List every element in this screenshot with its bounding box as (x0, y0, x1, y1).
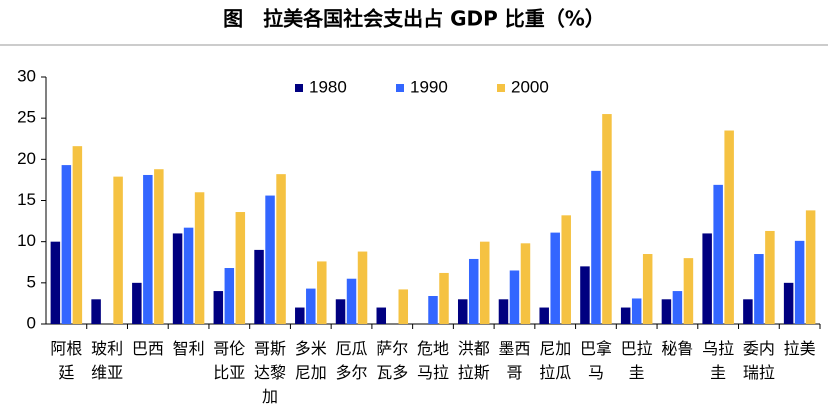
x-tick-label: 智利 (173, 339, 205, 358)
bar (457, 299, 468, 324)
bar (724, 130, 734, 324)
y-tick-label: 0 (27, 313, 36, 332)
x-tick-label: 厄瓜多尔 (336, 339, 368, 382)
x-tick-label: 巴西 (132, 339, 164, 358)
x-tick-label: 乌拉圭 (702, 339, 734, 382)
x-tick-label: 尼加拉瓜 (539, 339, 571, 382)
bar (72, 146, 83, 324)
bar (235, 212, 246, 324)
bar (183, 227, 194, 324)
bar (346, 278, 357, 324)
x-tick-label: 阿根廷 (50, 339, 82, 382)
legend-swatch (497, 84, 505, 92)
bar (194, 192, 205, 324)
chart-title: 图 拉美各国社会支出占 GDP 比重（%） (223, 7, 605, 31)
bar (702, 233, 712, 324)
bar (683, 258, 694, 324)
y-tick-label: 5 (27, 272, 36, 291)
bar (561, 215, 571, 324)
bar (439, 272, 449, 324)
bar (113, 176, 123, 324)
x-tick-label: 多米尼加 (295, 339, 327, 382)
x-tick-label: 危地马拉 (417, 339, 449, 382)
legend-label: 1990 (410, 77, 448, 96)
bar (306, 288, 316, 324)
bar (265, 195, 275, 324)
bar (154, 169, 164, 324)
x-tick-label: 拉美 (784, 339, 816, 358)
bar (794, 240, 805, 324)
bar (276, 174, 286, 324)
bar (642, 254, 653, 324)
bar (743, 299, 753, 324)
bar (754, 254, 764, 324)
x-tick-label: 哥伦比亚 (213, 339, 245, 382)
bar (91, 299, 101, 324)
bar (539, 307, 549, 324)
x-tick-label: 巴拉圭 (621, 339, 653, 382)
bar (765, 230, 775, 324)
bar (213, 291, 224, 324)
bar (479, 241, 490, 324)
bar (317, 261, 327, 324)
bar (550, 232, 560, 324)
bar (661, 299, 672, 324)
bar (143, 174, 153, 324)
bar (132, 282, 142, 324)
bar (783, 282, 794, 324)
x-tick-label: 秘鲁 (661, 339, 693, 358)
y-tick-label: 10 (17, 231, 36, 250)
x-tick-label: 玻利维亚 (91, 339, 123, 382)
bar (295, 307, 305, 324)
bar (468, 258, 479, 324)
x-tick-label: 萨尔瓦多 (376, 339, 408, 382)
y-tick-label: 20 (17, 149, 36, 168)
bar (509, 270, 520, 324)
bar (591, 170, 601, 324)
bar (520, 243, 531, 324)
x-tick-label: 委内瑞拉 (743, 339, 775, 382)
x-tick-label: 巴拿马 (580, 339, 612, 382)
bar (805, 210, 816, 324)
legend-label: 1980 (309, 77, 347, 96)
bar (357, 251, 368, 324)
bar (498, 299, 509, 324)
legend-label: 2000 (511, 77, 549, 96)
legend-swatch (295, 84, 303, 92)
bar (398, 289, 409, 324)
legend-swatch (396, 84, 404, 92)
bar (61, 165, 72, 324)
y-tick-label: 15 (17, 190, 36, 209)
x-tick-label: 洪都拉斯 (458, 339, 490, 382)
y-tick-label: 30 (17, 66, 36, 85)
y-tick-label: 25 (17, 108, 36, 127)
bar (50, 241, 61, 324)
bar (224, 268, 235, 324)
bar (172, 233, 183, 324)
x-tick-label: 哥斯达黎加 (254, 339, 286, 406)
bar (602, 114, 612, 324)
bar (672, 291, 683, 324)
bar (620, 307, 631, 324)
x-tick-label: 墨西哥 (498, 339, 530, 382)
bar (713, 184, 723, 324)
bar (376, 307, 387, 324)
bar (631, 298, 642, 324)
bar (580, 266, 590, 324)
bar (428, 296, 438, 324)
bar (335, 299, 346, 324)
bar (254, 249, 264, 324)
